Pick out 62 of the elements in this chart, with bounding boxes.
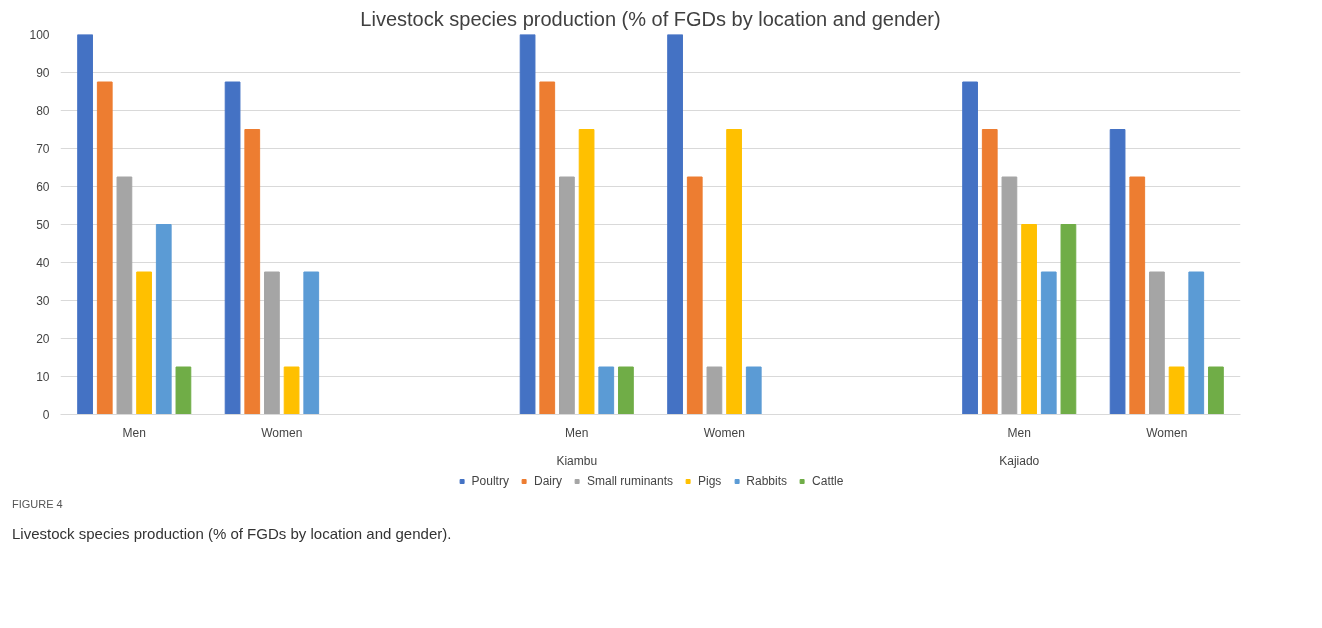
bar: [1040, 271, 1057, 415]
bar: [136, 271, 152, 415]
y-tick-label: 40: [36, 256, 50, 270]
bar: [1109, 129, 1126, 415]
text: Livestock species production (% of FGDs by location and gender).: [12, 523, 452, 544]
bar: [224, 81, 241, 415]
y-tick-label: 0: [42, 408, 50, 422]
y-tick-label: 60: [36, 180, 50, 194]
bar: [264, 271, 280, 415]
bar: [283, 366, 300, 415]
y-tick-label: 50: [36, 218, 50, 232]
bar: [1001, 176, 1018, 415]
bar: [1168, 366, 1185, 415]
x-tick-label: Women: [703, 425, 745, 440]
y-tick-label: 70: [36, 142, 50, 156]
x-tick-label: Men: [565, 425, 589, 440]
bar: [962, 81, 978, 415]
chart-title: Livestock species production (% of FGDs by location and gender): [360, 7, 941, 30]
bar: [559, 176, 575, 415]
bar: [618, 366, 634, 415]
x-tick-label: Men: [1007, 425, 1031, 440]
bar: [1060, 224, 1077, 415]
bar: [244, 129, 261, 415]
bar: [667, 34, 683, 415]
legend-label: Pigs: [698, 474, 722, 488]
y-tick-label: 90: [36, 66, 50, 80]
x-tick-label: Men: [122, 425, 146, 440]
bar: [745, 366, 762, 415]
legend-label: Small ruminants: [586, 474, 674, 488]
bar: [539, 81, 556, 415]
y-tick-label: 20: [36, 332, 50, 346]
bar: [1208, 366, 1224, 415]
text: Kiambu: [556, 453, 598, 468]
y-tick-label: 100: [29, 28, 50, 42]
legend-label: Poultry: [471, 474, 509, 488]
x-tick-label: Women: [1146, 425, 1188, 440]
legend-label: Dairy: [533, 474, 562, 488]
legend-label: Rabbits: [746, 474, 788, 488]
y-tick-label: 80: [36, 104, 50, 118]
bar: [519, 34, 536, 415]
bar: [155, 224, 172, 415]
bar: [77, 34, 93, 415]
x-tick-label: Women: [261, 425, 303, 440]
bar: [303, 271, 320, 415]
caption: FIGURE 4: [12, 497, 63, 512]
bar: [981, 129, 998, 415]
bar: [1188, 271, 1205, 415]
bar: [1149, 271, 1165, 415]
bar: [96, 81, 113, 415]
y-tick-label: 30: [36, 294, 50, 308]
bar: [598, 366, 615, 415]
y-tick-label: 10: [36, 370, 50, 384]
bar: [726, 129, 742, 415]
bar: [706, 366, 723, 415]
bar: [1129, 176, 1146, 415]
bar: [1021, 224, 1037, 415]
text: Kajiado: [999, 453, 1040, 468]
bar: [686, 176, 703, 415]
bar: [578, 129, 595, 415]
bar: [175, 366, 192, 415]
bar: [116, 176, 133, 415]
legend-label: Cattle: [812, 474, 844, 488]
